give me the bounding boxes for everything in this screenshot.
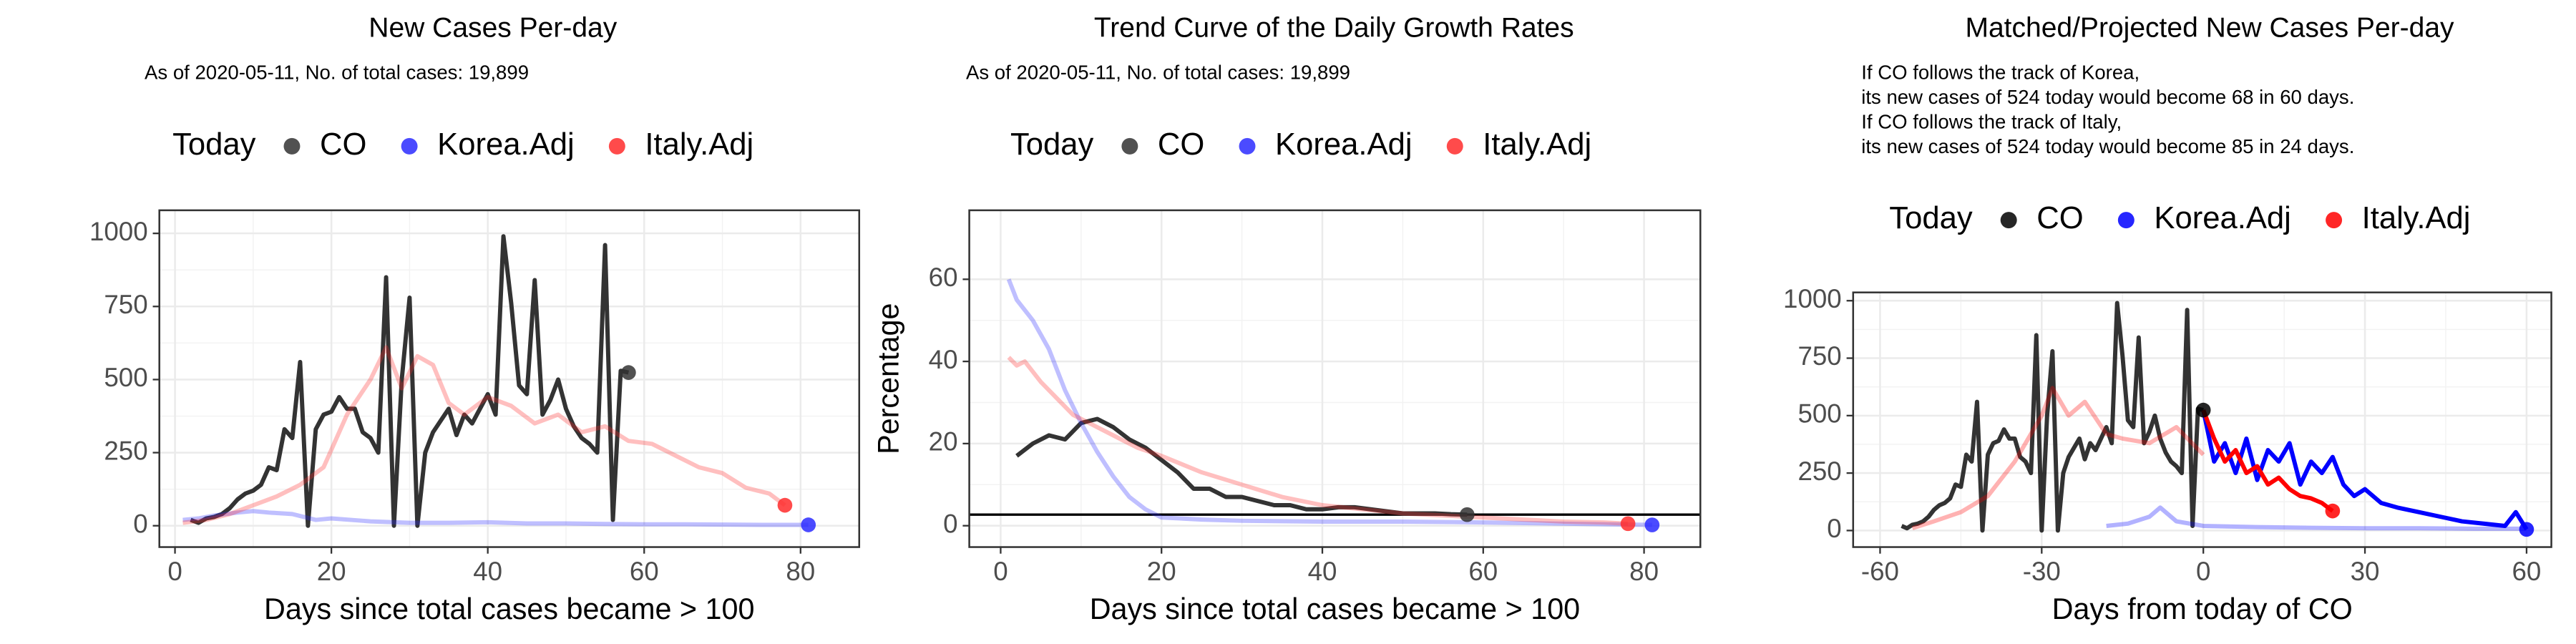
x-axis-label: Days since total cases became > 100 [264, 592, 754, 625]
plot-background [1853, 292, 2552, 547]
x-tick-label: 40 [473, 557, 502, 586]
plot-border [968, 209, 1702, 548]
annotation: its new cases of 524 today would become … [1861, 135, 2354, 157]
chart-title: New Cases Per-day [369, 13, 617, 44]
x-tick-label: 80 [1629, 557, 1659, 586]
legend-label: Italy.Adj [2362, 201, 2471, 235]
x-tick-label: 20 [1147, 557, 1176, 586]
chart-subtitle: As of 2020-05-11, No. of total cases: 19… [966, 62, 1350, 84]
x-tick-label: 0 [2196, 557, 2210, 586]
legend-title: Today [1010, 127, 1094, 162]
legend-marker [2326, 212, 2343, 229]
x-tick-label: 80 [786, 557, 815, 586]
legend-marker [1239, 137, 1256, 155]
series-line [190, 234, 630, 528]
y-tick-label: 750 [104, 290, 147, 319]
today-point [621, 365, 636, 380]
legend-label: Korea.Adj [1275, 127, 1413, 162]
legend-label: CO [320, 127, 366, 162]
chart-title: Matched/Projected New Cases Per-day [1965, 13, 2454, 44]
legend-label: Korea.Adj [437, 127, 575, 162]
legend-marker [283, 137, 301, 155]
x-axis-label: Days since total cases became > 100 [1090, 592, 1580, 625]
x-tick-label: 30 [2351, 557, 2380, 586]
series-line [1901, 301, 2204, 533]
y-tick-label: 500 [1797, 399, 1841, 429]
x-axis-label: Days from today of CO [2052, 592, 2353, 625]
x-tick-label: -60 [1861, 557, 1899, 586]
y-tick-label: 0 [943, 509, 957, 538]
legend-marker [2000, 212, 2017, 229]
x-tick-label: 0 [167, 557, 182, 586]
legend-marker [2117, 212, 2135, 229]
today-point [1620, 516, 1636, 532]
y-tick-label: 40 [929, 345, 958, 374]
series-line [182, 509, 809, 527]
legend-title: Today [1889, 201, 1973, 235]
projection-line [2201, 409, 2529, 531]
today-point [1459, 507, 1475, 522]
plot-background [969, 210, 1701, 547]
legend-label: Italy.Adj [1483, 127, 1591, 162]
y-tick-label: 60 [929, 263, 958, 292]
x-tick-label: -30 [2023, 557, 2061, 586]
series-line [1006, 278, 1652, 527]
chart-subtitle: As of 2020-05-11, No. of total cases: 19… [145, 62, 529, 84]
series-line [1007, 356, 1629, 526]
today-point [2519, 522, 2534, 537]
series-line [1015, 416, 1468, 517]
y-tick-label: 0 [1827, 514, 1841, 543]
today-point [801, 517, 816, 532]
y-tick-label: 500 [104, 363, 147, 392]
legend-marker [1446, 137, 1463, 155]
x-tick-label: 60 [630, 557, 659, 586]
legend-label: CO [2036, 201, 2083, 235]
y-axis-label: Percentage [872, 303, 904, 454]
legend-marker [401, 137, 418, 155]
x-tick-label: 60 [2512, 557, 2542, 586]
y-tick-label: 1000 [1783, 284, 1842, 313]
legend-marker [608, 137, 625, 155]
today-point [2325, 503, 2341, 519]
today-point [2195, 402, 2211, 418]
y-tick-label: 0 [133, 509, 147, 538]
legend-label: Korea.Adj [2154, 201, 2291, 235]
today-point [777, 497, 793, 513]
annotation: If CO follows the track of Korea, [1861, 62, 2140, 84]
series-line [182, 345, 786, 525]
today-point [1644, 517, 1660, 532]
x-tick-label: 40 [1308, 557, 1337, 586]
series-line [2106, 505, 2527, 531]
x-tick-label: 60 [1468, 557, 1498, 586]
projection-line [2201, 409, 2334, 513]
x-tick-label: 20 [317, 557, 346, 586]
chart-title: Trend Curve of the Daily Growth Rates [1094, 13, 1574, 44]
plot-border [158, 209, 861, 548]
legend-title: Today [172, 127, 256, 162]
legend-label: Italy.Adj [645, 127, 753, 162]
y-tick-label: 20 [929, 427, 958, 457]
legend-marker [1121, 137, 1138, 155]
y-tick-label: 250 [1797, 457, 1841, 486]
annotation: If CO follows the track of Italy, [1861, 110, 2122, 132]
legend-label: CO [1158, 127, 1204, 162]
annotation: its new cases of 524 today would become … [1861, 86, 2354, 108]
y-tick-label: 1000 [89, 217, 148, 246]
y-tick-label: 750 [1797, 341, 1841, 371]
x-tick-label: 0 [993, 557, 1008, 586]
y-tick-label: 250 [104, 436, 147, 465]
plot-border [1852, 291, 2552, 548]
series-line [1911, 386, 2205, 531]
